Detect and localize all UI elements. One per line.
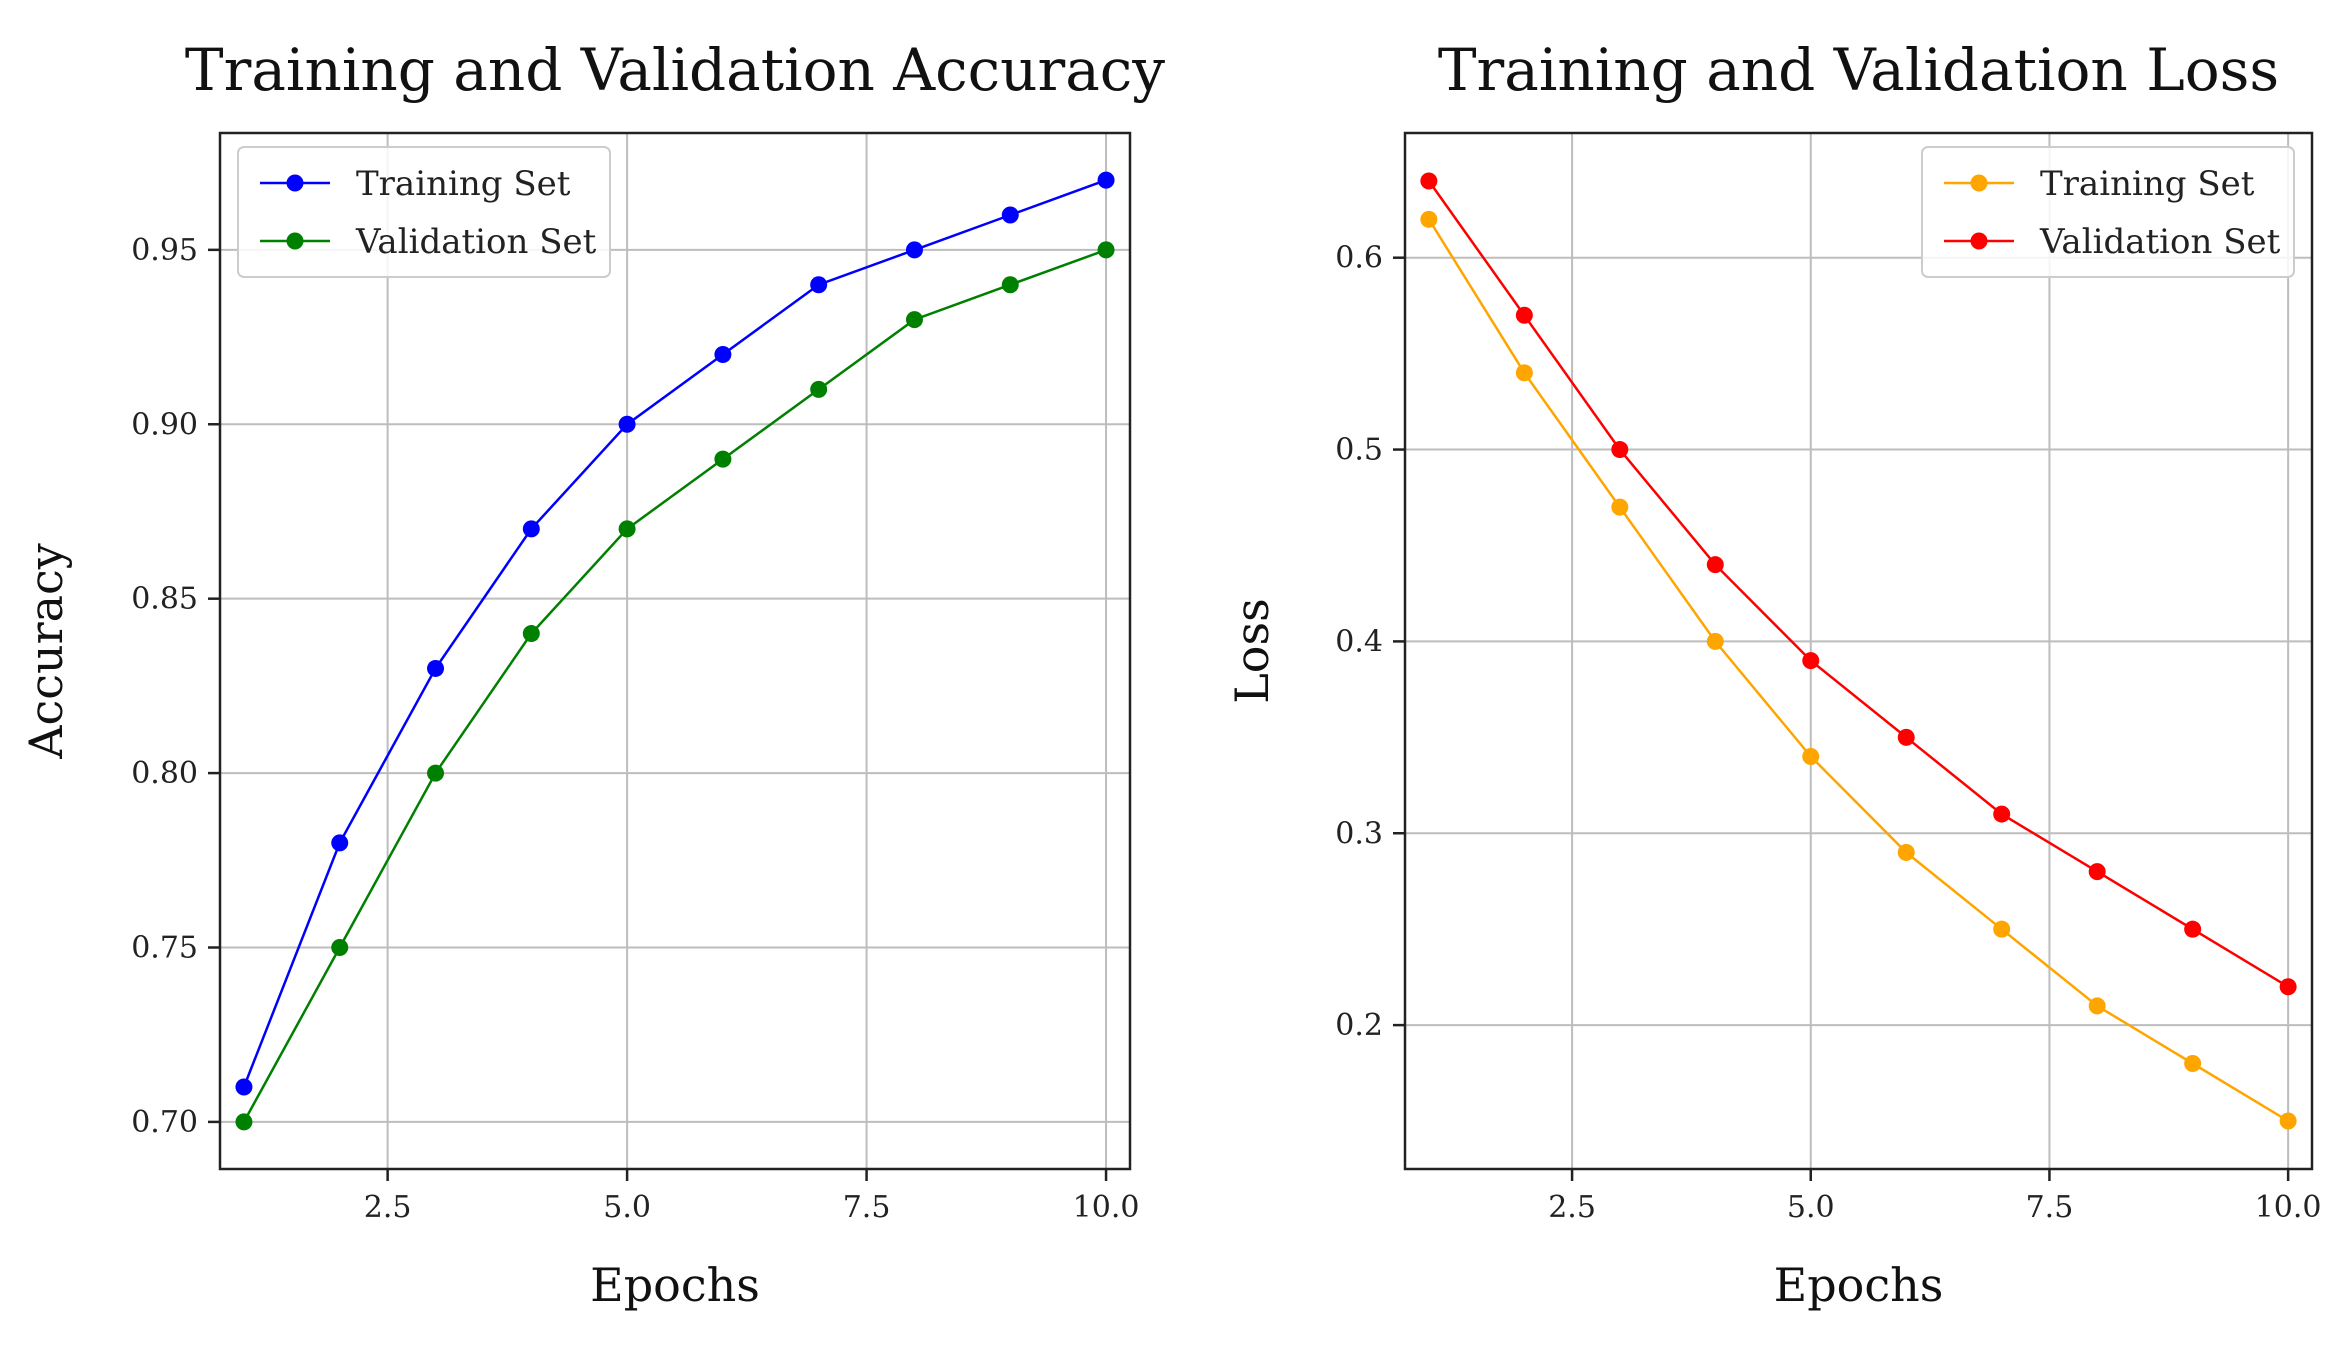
y-tick-label: 0.3	[1335, 816, 1383, 851]
data-point-training-set-2	[331, 834, 349, 852]
series-line-validation-set	[1427, 180, 2289, 988]
x-tick-label: 10.0	[2255, 1190, 2322, 1225]
series-line-training-set	[1427, 218, 2289, 1123]
legend-label-training-set: Training Set	[356, 164, 571, 204]
data-point-training-set-10	[2279, 1112, 2297, 1130]
y-tick-label: 0.80	[131, 756, 198, 791]
y-axis-label: Loss	[1225, 598, 1279, 703]
x-tick-label: 2.5	[364, 1190, 412, 1225]
legend-label-validation-set: Validation Set	[355, 222, 597, 262]
data-point-validation-set-2	[1515, 306, 1533, 324]
data-point-training-set-9	[1001, 206, 1019, 224]
data-point-validation-set-2	[331, 938, 349, 956]
data-point-validation-set-1	[1420, 172, 1438, 190]
x-tick-label: 5.0	[603, 1190, 651, 1225]
y-tick-label: 0.95	[131, 233, 198, 268]
data-point-training-set-3	[1611, 498, 1629, 516]
data-point-training-set-2	[1515, 364, 1533, 382]
legend-marker-training-set	[286, 174, 304, 192]
data-point-validation-set-4	[522, 625, 540, 643]
y-tick-label: 0.70	[131, 1105, 198, 1140]
y-axis-label: Accuracy	[19, 543, 73, 760]
legend: Training Set Validation Set	[1921, 146, 2295, 278]
axes-frame	[218, 131, 1132, 1171]
data-point-validation-set-10	[2279, 978, 2297, 996]
x-tick-label: 7.5	[843, 1190, 891, 1225]
data-point-training-set-5	[1802, 748, 1820, 766]
data-point-training-set-5	[618, 415, 636, 433]
data-point-validation-set-5	[618, 520, 636, 538]
legend: Training Set Validation Set	[237, 146, 611, 278]
legend-marker-training-set	[1970, 174, 1988, 192]
y-tick-label: 0.75	[131, 930, 198, 965]
chart-title: Training and Validation Loss	[1438, 36, 2279, 104]
data-point-training-set-6	[1897, 843, 1915, 861]
data-point-training-set-1	[1420, 210, 1438, 228]
y-tick-label: 0.85	[131, 582, 198, 617]
legend-label-validation-set: Validation Set	[2039, 222, 2281, 262]
data-point-training-set-8	[905, 241, 923, 259]
data-point-validation-set-4	[1706, 556, 1724, 574]
accuracy-chart: Training and Validation Accuracy 2.5 5.0 7.…	[19, 36, 1165, 1312]
y-tick-label: 0.5	[1335, 433, 1383, 468]
data-point-validation-set-7	[810, 380, 828, 398]
series-line-training-set	[242, 178, 1107, 1088]
data-point-validation-set-6	[714, 450, 732, 468]
legend-box	[237, 146, 611, 278]
data-point-training-set-4	[1706, 632, 1724, 650]
chart-title: Training and Validation Accuracy	[185, 36, 1165, 104]
data-point-training-set-4	[522, 520, 540, 538]
data-point-training-set-6	[714, 346, 732, 364]
x-axis-label: Epochs	[1774, 1258, 1944, 1312]
data-point-training-set-7	[810, 276, 828, 294]
series-line-validation-set	[242, 248, 1107, 1123]
data-point-validation-set-3	[427, 764, 445, 782]
x-tick-label: 2.5	[1548, 1190, 1596, 1225]
data-point-validation-set-3	[1611, 441, 1629, 459]
data-point-validation-set-9	[2184, 920, 2202, 938]
y-tick-label: 0.2	[1335, 1008, 1383, 1043]
data-point-training-set-1	[235, 1078, 253, 1096]
data-point-validation-set-9	[1001, 276, 1019, 294]
data-point-validation-set-8	[905, 311, 923, 329]
data-point-training-set-3	[427, 659, 445, 677]
data-point-validation-set-10	[1097, 241, 1115, 259]
legend-marker-validation-set	[286, 232, 304, 250]
legend-label-training-set: Training Set	[2040, 164, 2255, 204]
loss-chart: Training and Validation Loss 2.5 5.0 7.5 10.…	[1225, 36, 2322, 1312]
data-point-validation-set-1	[235, 1113, 253, 1131]
data-point-training-set-9	[2184, 1054, 2202, 1072]
y-tick-label: 0.6	[1335, 241, 1383, 276]
y-tick-label: 0.4	[1335, 624, 1383, 659]
x-tick-label: 10.0	[1073, 1190, 1140, 1225]
x-axis-label: Epochs	[590, 1258, 760, 1312]
legend-marker-validation-set	[1970, 232, 1988, 250]
legend-box	[1921, 146, 2295, 278]
data-point-training-set-7	[1993, 920, 2011, 938]
data-point-training-set-8	[2088, 997, 2106, 1015]
data-point-training-set-10	[1097, 171, 1115, 189]
axes-frame	[1403, 131, 2314, 1171]
data-point-validation-set-5	[1802, 652, 1820, 670]
data-point-validation-set-8	[2088, 863, 2106, 881]
data-point-validation-set-7	[1993, 805, 2011, 823]
x-tick-label: 7.5	[2026, 1190, 2074, 1225]
data-point-validation-set-6	[1897, 728, 1915, 746]
y-tick-label: 0.90	[131, 407, 198, 442]
x-tick-label: 5.0	[1787, 1190, 1835, 1225]
